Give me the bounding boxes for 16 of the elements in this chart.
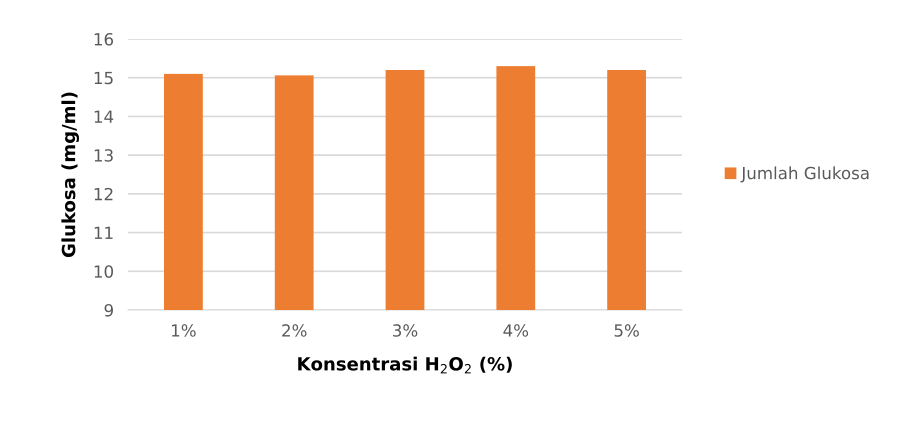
x-tick-label: 1% <box>172 324 196 337</box>
y-axis-title: Glukosa (mg/ml) <box>61 92 80 258</box>
y-tick-label: 9 <box>104 304 113 317</box>
x-tick-label: 2% <box>282 324 306 337</box>
y-tick-label: 16 <box>94 32 114 46</box>
y-tick-label: 11 <box>94 226 113 239</box>
x-axis-title: Konsentrasi H$_{2}$O$_{2}$ (%) <box>298 356 512 374</box>
y-tick-label: 14 <box>94 110 114 123</box>
x-tick-label: 4% <box>503 324 528 337</box>
y-tick-label: 10 <box>94 265 114 278</box>
y-tick-label: 15 <box>94 72 113 84</box>
legend-label: Jumlah Glukosa <box>740 166 869 182</box>
y-tick-label: 12 <box>94 188 112 200</box>
x-tick-label: 3% <box>393 324 418 337</box>
y-tick-label: 13 <box>94 149 113 162</box>
x-tick-label: 5% <box>614 324 639 337</box>
